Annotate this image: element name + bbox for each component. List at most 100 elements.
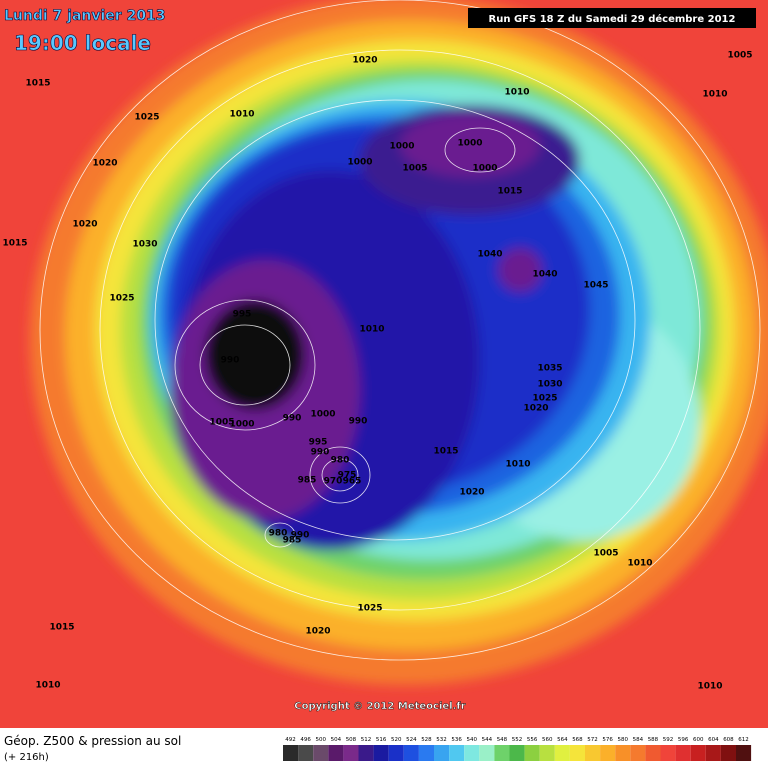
isobar-label: 1020	[305, 627, 330, 637]
scale-label: 528	[421, 737, 432, 743]
scale-swatch	[358, 745, 374, 761]
isobar-label: 1010	[504, 88, 529, 98]
scale-swatch	[539, 745, 555, 761]
scale-swatch	[509, 745, 525, 761]
isobar-label: 1015	[25, 79, 50, 89]
isobar-label: 980	[331, 456, 350, 466]
scale-swatch	[298, 745, 314, 761]
isobar-label: 1040	[532, 270, 557, 280]
isobar-label: 1000	[310, 410, 335, 420]
scale-swatch	[645, 745, 661, 761]
scale-swatch	[449, 745, 465, 761]
isobar-label: 1025	[357, 604, 382, 614]
scale-label: 596	[678, 737, 689, 743]
isobar-label: 1020	[523, 404, 548, 414]
scale-swatch	[585, 745, 601, 761]
scale-swatch	[434, 745, 450, 761]
scale-swatch	[494, 745, 510, 761]
scale-label: 492	[285, 737, 296, 743]
scale-label: 512	[361, 737, 372, 743]
isobar-label: 1045	[583, 281, 608, 291]
isobar-label: 1010	[505, 460, 530, 470]
isobar-label: 1020	[459, 488, 484, 498]
isobar-label: 1000	[457, 139, 482, 149]
isobar-label: 1010	[627, 559, 652, 569]
scale-swatch	[600, 745, 616, 761]
z500-field	[0, 0, 768, 728]
isobar-label: 1040	[477, 250, 502, 260]
isobar-label: 1010	[359, 325, 384, 335]
scale-label: 536	[451, 737, 462, 743]
scale-label: 532	[436, 737, 447, 743]
scale-label: 524	[406, 737, 417, 743]
scale-swatch	[660, 745, 676, 761]
isobar-label: 1015	[2, 239, 27, 249]
scale-label: 500	[316, 737, 327, 743]
isobar-label: 965	[343, 477, 362, 487]
isobar-label: 980	[269, 529, 288, 539]
isobar-label: 1000	[229, 420, 254, 430]
isobar-lines	[39, 0, 761, 661]
scale-label: 548	[497, 737, 508, 743]
scale-label: 584	[633, 737, 644, 743]
isobar-label: 990	[291, 531, 310, 541]
scale-swatch	[464, 745, 480, 761]
scale-label: 576	[602, 737, 613, 743]
scale-swatch	[675, 745, 691, 761]
scale-label: 540	[467, 737, 478, 743]
scale-label: 564	[557, 737, 568, 743]
legend-subtitle: (+ 216h)	[4, 752, 49, 763]
isobar-label: 1020	[72, 220, 97, 230]
isobar-label: 995	[309, 438, 328, 448]
isobar-label: 1005	[593, 549, 618, 559]
isobar-label: 1000	[347, 158, 372, 168]
forecast-time: 19:00 locale	[14, 31, 151, 55]
scale-label: 600	[693, 737, 704, 743]
isobar-label: 990	[349, 417, 368, 427]
scale-swatch	[705, 745, 721, 761]
isobar-label: 1020	[352, 56, 377, 66]
scale-swatch	[479, 745, 495, 761]
scale-label: 592	[663, 737, 674, 743]
scale-label: 520	[391, 737, 402, 743]
scale-label: 552	[512, 737, 523, 743]
scale-swatch	[328, 745, 344, 761]
isobar-label: 1015	[433, 447, 458, 457]
isobar-label: 1005	[209, 418, 234, 428]
scale-swatch	[569, 745, 585, 761]
run-info: Run GFS 18 Z du Samedi 29 décembre 2012	[489, 13, 736, 25]
isobar-label: 1025	[134, 113, 159, 123]
scale-label: 612	[738, 737, 749, 743]
scale-swatch	[373, 745, 389, 761]
scale-label: 508	[346, 737, 357, 743]
isobar-label: 1015	[49, 623, 74, 633]
scale-swatch	[615, 745, 631, 761]
isobar-label: 1010	[702, 90, 727, 100]
isobar-label: 990	[311, 448, 330, 458]
scale-label: 556	[527, 737, 538, 743]
scale-label: 568	[572, 737, 583, 743]
scale-label: 544	[482, 737, 493, 743]
isobar-label: 1005	[727, 51, 752, 61]
scale-swatch	[388, 745, 404, 761]
isobar-label: 985	[298, 476, 317, 486]
legend-title: Géop. Z500 & pression au sol	[4, 734, 181, 748]
scale-swatch	[524, 745, 540, 761]
isobar-label: 1030	[537, 380, 562, 390]
isobar-label: 1010	[697, 682, 722, 692]
isobar-label: 985	[283, 536, 302, 546]
scale-swatch	[313, 745, 329, 761]
scale-swatch	[690, 745, 706, 761]
scale-label: 560	[542, 737, 553, 743]
scale-swatch	[630, 745, 646, 761]
isobar-label: 1030	[132, 240, 157, 250]
isobar-label: 1000	[389, 142, 414, 152]
isobar-label: 1015	[497, 187, 522, 197]
isobar-label: 1010	[35, 681, 60, 691]
copyright: Copyright © 2012 Meteociel.fr	[294, 701, 465, 712]
run-box	[468, 8, 756, 28]
scale-label: 608	[723, 737, 734, 743]
isobar-label: 990	[283, 414, 302, 424]
isobar-labels: 1015 1025 1010 1020 1010 1005 1010 1020 1000 1000…	[2, 51, 752, 692]
